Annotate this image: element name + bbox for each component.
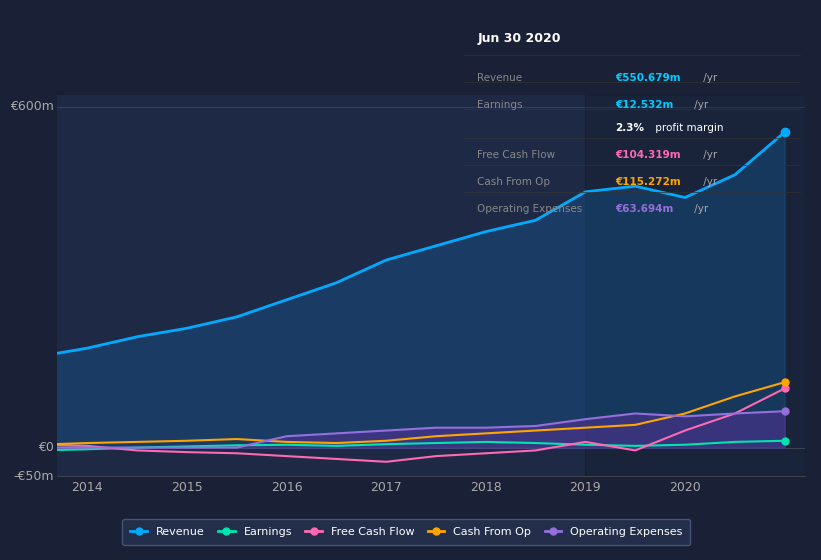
Text: -€50m: -€50m [13, 469, 53, 483]
Text: Revenue: Revenue [477, 73, 522, 83]
Text: /yr: /yr [690, 100, 708, 110]
Text: €12.532m: €12.532m [616, 100, 674, 110]
Text: Operating Expenses: Operating Expenses [477, 204, 583, 214]
Text: €104.319m: €104.319m [616, 150, 681, 160]
Text: €115.272m: €115.272m [616, 177, 681, 187]
Legend: Revenue, Earnings, Free Cash Flow, Cash From Op, Operating Expenses: Revenue, Earnings, Free Cash Flow, Cash … [122, 519, 690, 545]
Text: 2.3%: 2.3% [616, 123, 644, 133]
Text: Cash From Op: Cash From Op [477, 177, 550, 187]
Text: /yr: /yr [700, 177, 718, 187]
Text: Jun 30 2020: Jun 30 2020 [477, 32, 561, 45]
Text: €600m: €600m [10, 100, 53, 113]
Bar [585, 95, 805, 476]
Text: €550.679m: €550.679m [616, 73, 681, 83]
Text: €0: €0 [38, 441, 53, 454]
Text: profit margin: profit margin [653, 123, 724, 133]
Text: /yr: /yr [690, 204, 708, 214]
Text: Earnings: Earnings [477, 100, 523, 110]
Text: /yr: /yr [700, 73, 718, 83]
Text: Free Cash Flow: Free Cash Flow [477, 150, 556, 160]
Text: €63.694m: €63.694m [616, 204, 674, 214]
Text: /yr: /yr [700, 150, 718, 160]
